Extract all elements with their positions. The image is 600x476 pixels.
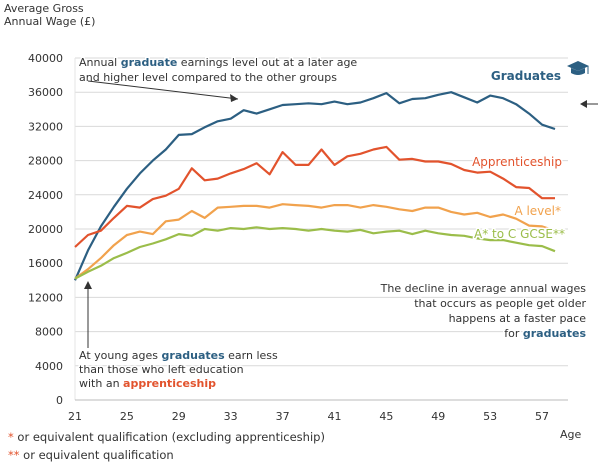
y-tick-label: 16000 (28, 257, 63, 270)
series-label-graduates: Graduates (491, 69, 561, 83)
x-tick-label: 53 (483, 410, 497, 423)
series-line-graduates (73, 91, 556, 281)
graduation-cap-icon (567, 61, 589, 75)
y-tick-label: 8000 (35, 326, 63, 339)
annotation-2-line: for graduates (504, 327, 586, 340)
annotation-3-line: At young ages graduates earn less (79, 349, 278, 362)
footnote-2: ** or equivalent qualification (8, 448, 174, 462)
arrow-head (230, 94, 238, 102)
footnote-1-text: or equivalent qualification (excluding a… (13, 430, 325, 444)
series-lines (73, 91, 556, 281)
series-label-apprenticeship: Apprenticeship (472, 155, 562, 169)
x-tick-label: 49 (431, 410, 445, 423)
y-tick-label: 12000 (28, 291, 63, 304)
series-line-a-to-c-gcse (74, 226, 556, 280)
y-tick-label: 0 (56, 394, 63, 407)
footnote-1-marker: * (8, 430, 14, 444)
x-axis-title: Age (560, 428, 582, 441)
y-tick-label: 4000 (35, 360, 63, 373)
x-tick-label: 21 (68, 410, 82, 423)
x-tick-label: 25 (120, 410, 134, 423)
annotation-1-line: Annual graduate earnings level out at a … (79, 56, 357, 69)
grid (74, 57, 568, 401)
y-tick-label: 20000 (28, 223, 63, 236)
x-tick-label: 57 (535, 410, 549, 423)
arrow-head (580, 100, 587, 108)
annotation-1-line: and higher level compared to the other g… (79, 71, 337, 84)
y-axis-title: Average Gross Annual Wage (£) (4, 2, 95, 28)
y-axis-title-line-1: Average Gross (4, 2, 84, 15)
series-label-a-level: A level* (514, 204, 561, 218)
annotation-3-line: with an apprenticeship (79, 377, 216, 390)
arrow-line (87, 80, 239, 100)
y-tick-label: 24000 (28, 189, 63, 202)
y-tick-label: 32000 (28, 120, 63, 133)
annotations: Annual graduate earnings level out at a … (78, 55, 588, 392)
x-tick-label: 41 (327, 410, 341, 423)
footnote-1: * or equivalent qualification (excluding… (8, 430, 325, 444)
icons (84, 61, 598, 348)
x-tick-label: 45 (379, 410, 393, 423)
series-label-a-to-c-gcse: A* to C GCSE** (474, 227, 565, 241)
y-tick-label: 28000 (28, 155, 63, 168)
series-line-a-level (74, 203, 556, 280)
annotation-2-line: that occurs as people get older (414, 297, 586, 310)
footnote-2-text: or equivalent qualification (19, 448, 174, 462)
x-tick-label: 37 (276, 410, 290, 423)
series-line-apprenticeship (74, 145, 555, 248)
x-tick-label: 33 (224, 410, 238, 423)
series-labels: Graduates Apprenticeship A level* A* to C G… (471, 68, 567, 243)
annotation-2-line: The decline in average annual wages (380, 282, 587, 295)
annotation-2-line: happens at a faster pace (449, 312, 587, 325)
arrow-head (84, 281, 92, 289)
x-tick-label: 29 (172, 410, 186, 423)
y-axis-ticks: 0 4000 8000 12000 16000 20000 24000 28000 32000 3… (28, 52, 63, 407)
footnote-2-marker: ** (8, 448, 20, 462)
y-axis-title-line-2: Annual Wage (£) (4, 15, 96, 28)
y-tick-label: 36000 (28, 86, 63, 99)
x-axis-ticks: 21 25 29 33 37 41 45 49 53 57 (68, 410, 549, 423)
y-tick-label: 40000 (28, 52, 63, 65)
annotation-3-line: than those who left education (79, 363, 244, 376)
